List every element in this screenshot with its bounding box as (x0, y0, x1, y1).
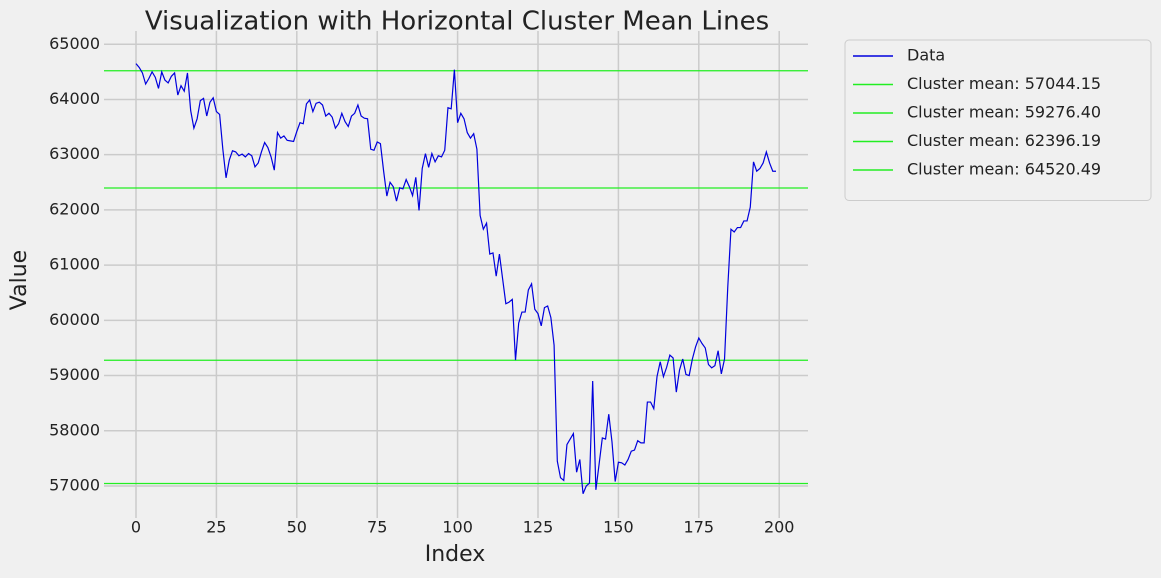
x-tick-label: 50 (287, 518, 307, 537)
legend-label: Data (907, 46, 945, 65)
x-tick-label: 100 (442, 518, 473, 537)
y-tick-label: 64000 (49, 89, 100, 108)
y-tick-label: 59000 (49, 365, 100, 384)
legend-box (844, 39, 1152, 201)
data-line (135, 63, 776, 494)
y-tick-label: 58000 (49, 420, 100, 439)
y-tick-label: 57000 (49, 475, 100, 494)
y-tick-label: 62000 (49, 199, 100, 218)
x-tick-label: 150 (603, 518, 634, 537)
x-axis-label: Index (425, 542, 486, 567)
legend-label: Cluster mean: 57044.15 (907, 74, 1101, 93)
legend-label: Cluster mean: 62396.19 (907, 131, 1101, 150)
y-tick-label: 63000 (49, 144, 100, 163)
x-tick-label: 75 (367, 518, 387, 537)
y-tick-label: 60000 (49, 310, 100, 329)
x-tick-label: 25 (206, 518, 226, 537)
x-tick-label: 200 (764, 518, 795, 537)
y-axis-label: Value (7, 250, 32, 310)
legend-label: Cluster mean: 59276.40 (907, 103, 1101, 122)
y-tick-label: 61000 (49, 255, 100, 274)
y-tick-label: 65000 (49, 34, 100, 53)
x-tick-label: 125 (523, 518, 554, 537)
x-tick-label: 0 (131, 518, 141, 537)
x-tick-label: 175 (684, 518, 715, 537)
legend-label: Cluster mean: 64520.49 (907, 160, 1101, 179)
